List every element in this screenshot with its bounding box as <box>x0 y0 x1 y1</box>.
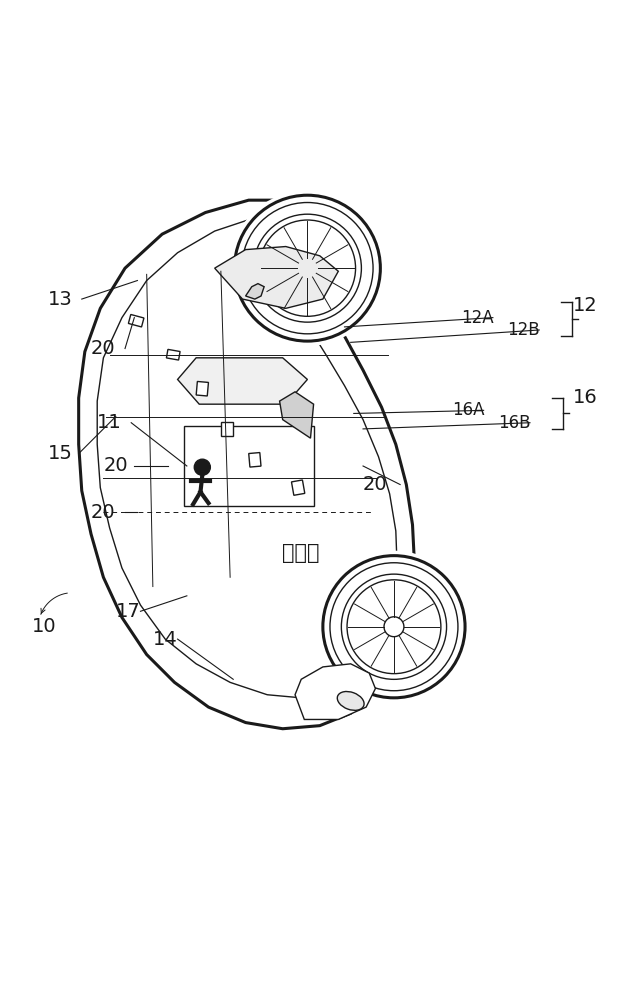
Text: 16A: 16A <box>452 401 484 419</box>
Text: 20: 20 <box>104 456 128 475</box>
Text: 20: 20 <box>91 339 116 358</box>
Text: 12: 12 <box>573 296 598 315</box>
Text: 13: 13 <box>48 290 73 309</box>
Polygon shape <box>166 349 180 360</box>
Text: 16B: 16B <box>498 414 531 432</box>
Text: 14: 14 <box>153 630 178 649</box>
Circle shape <box>230 190 385 346</box>
Text: 17: 17 <box>116 602 140 621</box>
Polygon shape <box>215 247 338 308</box>
Circle shape <box>384 617 404 637</box>
Ellipse shape <box>337 691 364 710</box>
Polygon shape <box>279 392 314 438</box>
Text: 12B: 12B <box>507 321 540 339</box>
Circle shape <box>318 551 470 703</box>
Polygon shape <box>291 480 305 495</box>
Text: 16: 16 <box>573 388 598 407</box>
Polygon shape <box>79 200 414 729</box>
Text: 12A: 12A <box>461 309 494 327</box>
Polygon shape <box>184 426 314 506</box>
Polygon shape <box>295 664 376 719</box>
Polygon shape <box>249 453 261 467</box>
Text: 11: 11 <box>97 413 122 432</box>
Text: 10: 10 <box>32 617 57 636</box>
Polygon shape <box>178 358 307 404</box>
Polygon shape <box>129 314 144 327</box>
Polygon shape <box>245 284 264 299</box>
Circle shape <box>297 258 317 278</box>
Text: 请先行: 请先行 <box>283 543 320 563</box>
Circle shape <box>194 459 211 475</box>
Text: 15: 15 <box>48 444 73 463</box>
Text: 20: 20 <box>91 503 116 522</box>
Polygon shape <box>196 381 209 396</box>
Text: 20: 20 <box>363 475 388 494</box>
Polygon shape <box>222 422 233 436</box>
